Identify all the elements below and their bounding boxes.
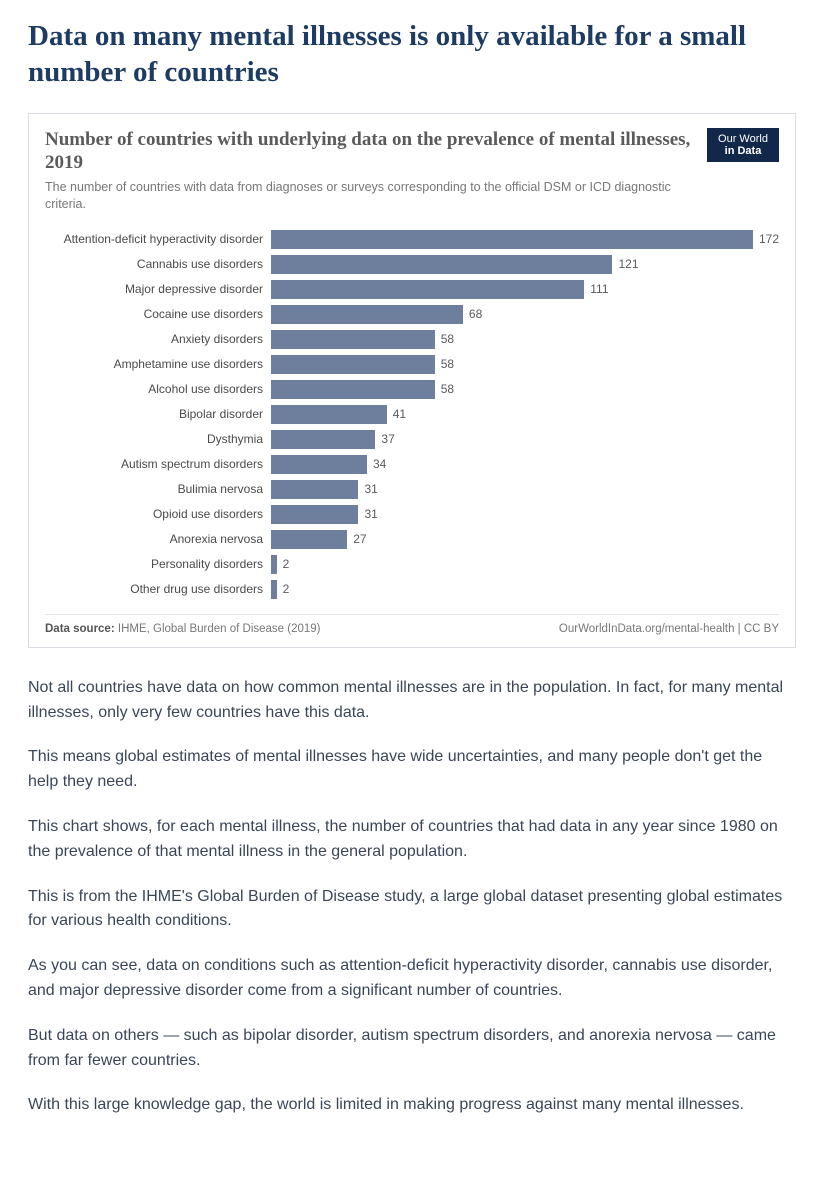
- bar-row: Bulimia nervosa 31: [45, 477, 779, 502]
- bar-label: Cocaine use disorders: [45, 307, 271, 321]
- owid-logo-line1: Our World: [715, 133, 771, 145]
- bar-value: 111: [590, 282, 608, 296]
- bar-label: Attention-deficit hyperactivity disorder: [45, 232, 271, 246]
- chart-attribution: OurWorldInData.org/mental-health | CC BY: [559, 623, 779, 635]
- bar-chart: Attention-deficit hyperactivity disorder…: [45, 227, 779, 602]
- bar-label: Major depressive disorder: [45, 282, 271, 296]
- chart-card: Number of countries with underlying data…: [28, 113, 796, 648]
- bar-track: 2: [271, 577, 779, 602]
- bar-row: Attention-deficit hyperactivity disorder…: [45, 227, 779, 252]
- bar-value: 31: [364, 482, 377, 496]
- chart-source-label: Data source:: [45, 623, 115, 635]
- bar-value: 68: [469, 307, 482, 321]
- owid-logo-line2: in Data: [715, 145, 771, 157]
- page-title: Data on many mental illnesses is only av…: [28, 18, 796, 91]
- bar: [271, 380, 435, 399]
- chart-subtitle: The number of countries with data from d…: [45, 179, 695, 213]
- bar-row: Autism spectrum disorders 34: [45, 452, 779, 477]
- bar-row: Bipolar disorder 41: [45, 402, 779, 427]
- bar-track: 34: [271, 452, 779, 477]
- bar-label: Opioid use disorders: [45, 507, 271, 521]
- body-paragraph: This is from the IHME's Global Burden of…: [28, 885, 796, 935]
- article-body: Not all countries have data on how commo…: [28, 676, 796, 1118]
- bar-label: Alcohol use disorders: [45, 382, 271, 396]
- bar-row: Alcohol use disorders 58: [45, 377, 779, 402]
- body-paragraph: Not all countries have data on how commo…: [28, 676, 796, 726]
- bar-label: Autism spectrum disorders: [45, 457, 271, 471]
- bar-row: Personality disorders 2: [45, 552, 779, 577]
- bar-label: Bipolar disorder: [45, 407, 271, 421]
- chart-source-value: IHME, Global Burden of Disease (2019): [118, 623, 321, 635]
- owid-logo: Our World in Data: [707, 128, 779, 162]
- bar-label: Other drug use disorders: [45, 582, 271, 596]
- body-paragraph: This means global estimates of mental il…: [28, 745, 796, 795]
- bar: [271, 405, 387, 424]
- bar: [271, 505, 358, 524]
- body-paragraph: As you can see, data on conditions such …: [28, 954, 796, 1004]
- bar: [271, 455, 367, 474]
- bar-value: 58: [441, 332, 454, 346]
- bar-track: 121: [271, 252, 779, 277]
- bar-track: 2: [271, 552, 779, 577]
- bar: [271, 480, 358, 499]
- bar-row: Opioid use disorders 31: [45, 502, 779, 527]
- bar-label: Anorexia nervosa: [45, 532, 271, 546]
- bar-track: 58: [271, 352, 779, 377]
- bar-track: 68: [271, 302, 779, 327]
- bar: [271, 280, 584, 299]
- bar-label: Dysthymia: [45, 432, 271, 446]
- bar-value: 58: [441, 382, 454, 396]
- bar: [271, 230, 753, 249]
- body-paragraph: This chart shows, for each mental illnes…: [28, 815, 796, 865]
- chart-title: Number of countries with underlying data…: [45, 128, 695, 176]
- bar-row: Anxiety disorders 58: [45, 327, 779, 352]
- bar-label: Bulimia nervosa: [45, 482, 271, 496]
- bar: [271, 530, 347, 549]
- bar-value: 2: [283, 582, 290, 596]
- bar: [271, 255, 612, 274]
- bar-row: Cocaine use disorders 68: [45, 302, 779, 327]
- chart-source: Data source: IHME, Global Burden of Dise…: [45, 623, 321, 635]
- bar-row: Dysthymia 37: [45, 427, 779, 452]
- bar: [271, 430, 375, 449]
- bar: [271, 355, 435, 374]
- body-paragraph: With this large knowledge gap, the world…: [28, 1093, 796, 1118]
- bar-track: 41: [271, 402, 779, 427]
- bar-track: 31: [271, 502, 779, 527]
- bar-track: 27: [271, 527, 779, 552]
- bar-track: 37: [271, 427, 779, 452]
- bar-value: 27: [353, 532, 366, 546]
- bar-value: 41: [393, 407, 406, 421]
- bar-row: Major depressive disorder 111: [45, 277, 779, 302]
- bar-track: 111: [271, 277, 779, 302]
- bar-track: 31: [271, 477, 779, 502]
- bar-label: Personality disorders: [45, 557, 271, 571]
- bar-value: 34: [373, 457, 386, 471]
- bar-row: Anorexia nervosa 27: [45, 527, 779, 552]
- bar-value: 58: [441, 357, 454, 371]
- bar-label: Amphetamine use disorders: [45, 357, 271, 371]
- bar: [271, 330, 435, 349]
- bar-value: 2: [283, 557, 290, 571]
- chart-header: Number of countries with underlying data…: [45, 128, 779, 213]
- bar-row: Cannabis use disorders 121: [45, 252, 779, 277]
- body-paragraph: But data on others — such as bipolar dis…: [28, 1024, 796, 1074]
- chart-footer: Data source: IHME, Global Burden of Dise…: [45, 614, 779, 635]
- bar-track: 58: [271, 377, 779, 402]
- bar-value: 121: [618, 257, 638, 271]
- bar-value: 172: [759, 232, 779, 246]
- bar-track: 58: [271, 327, 779, 352]
- bar: [271, 580, 277, 599]
- bar: [271, 305, 463, 324]
- bar-track: 172: [271, 227, 779, 252]
- bar-row: Amphetamine use disorders 58: [45, 352, 779, 377]
- bar: [271, 555, 277, 574]
- bar-label: Anxiety disorders: [45, 332, 271, 346]
- bar-value: 37: [381, 432, 394, 446]
- bar-row: Other drug use disorders 2: [45, 577, 779, 602]
- bar-value: 31: [364, 507, 377, 521]
- bar-label: Cannabis use disorders: [45, 257, 271, 271]
